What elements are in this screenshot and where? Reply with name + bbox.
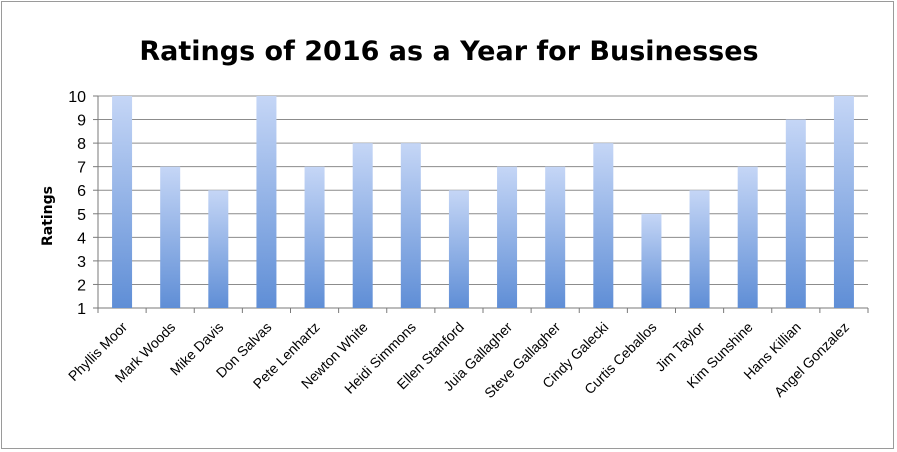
y-axis-label: Ratings: [40, 186, 56, 246]
bar: [448, 190, 469, 308]
bar: [737, 166, 758, 308]
y-tick-label: 5: [77, 207, 86, 224]
y-tick-labels: 1 2 3 4 5 6 7 8 9 10: [68, 89, 86, 318]
y-tick-label: 6: [77, 183, 86, 200]
y-tick-label: 7: [77, 160, 86, 177]
bar: [256, 96, 277, 308]
bar: [545, 166, 566, 308]
chart-title: Ratings of 2016 as a Year for Businesses: [139, 36, 758, 67]
y-tick-label: 8: [77, 136, 86, 153]
y-tick-label: 2: [77, 277, 86, 294]
bar: [785, 119, 806, 308]
y-tick-label: 4: [77, 230, 86, 247]
y-tick-label: 1: [77, 301, 86, 318]
bar: [112, 96, 133, 308]
bar: [593, 143, 614, 308]
bar: [641, 213, 662, 308]
bar: [689, 190, 710, 308]
bar: [833, 96, 854, 308]
bar: [304, 166, 325, 308]
bar: [400, 143, 421, 308]
bars: [112, 96, 854, 308]
bar: [352, 143, 373, 308]
bar: [497, 166, 518, 308]
bar: [208, 190, 229, 308]
bar: [160, 166, 181, 308]
y-tick-label: 3: [77, 254, 86, 271]
y-tick-label: 9: [77, 113, 86, 130]
y-tick-label: 10: [68, 89, 86, 106]
